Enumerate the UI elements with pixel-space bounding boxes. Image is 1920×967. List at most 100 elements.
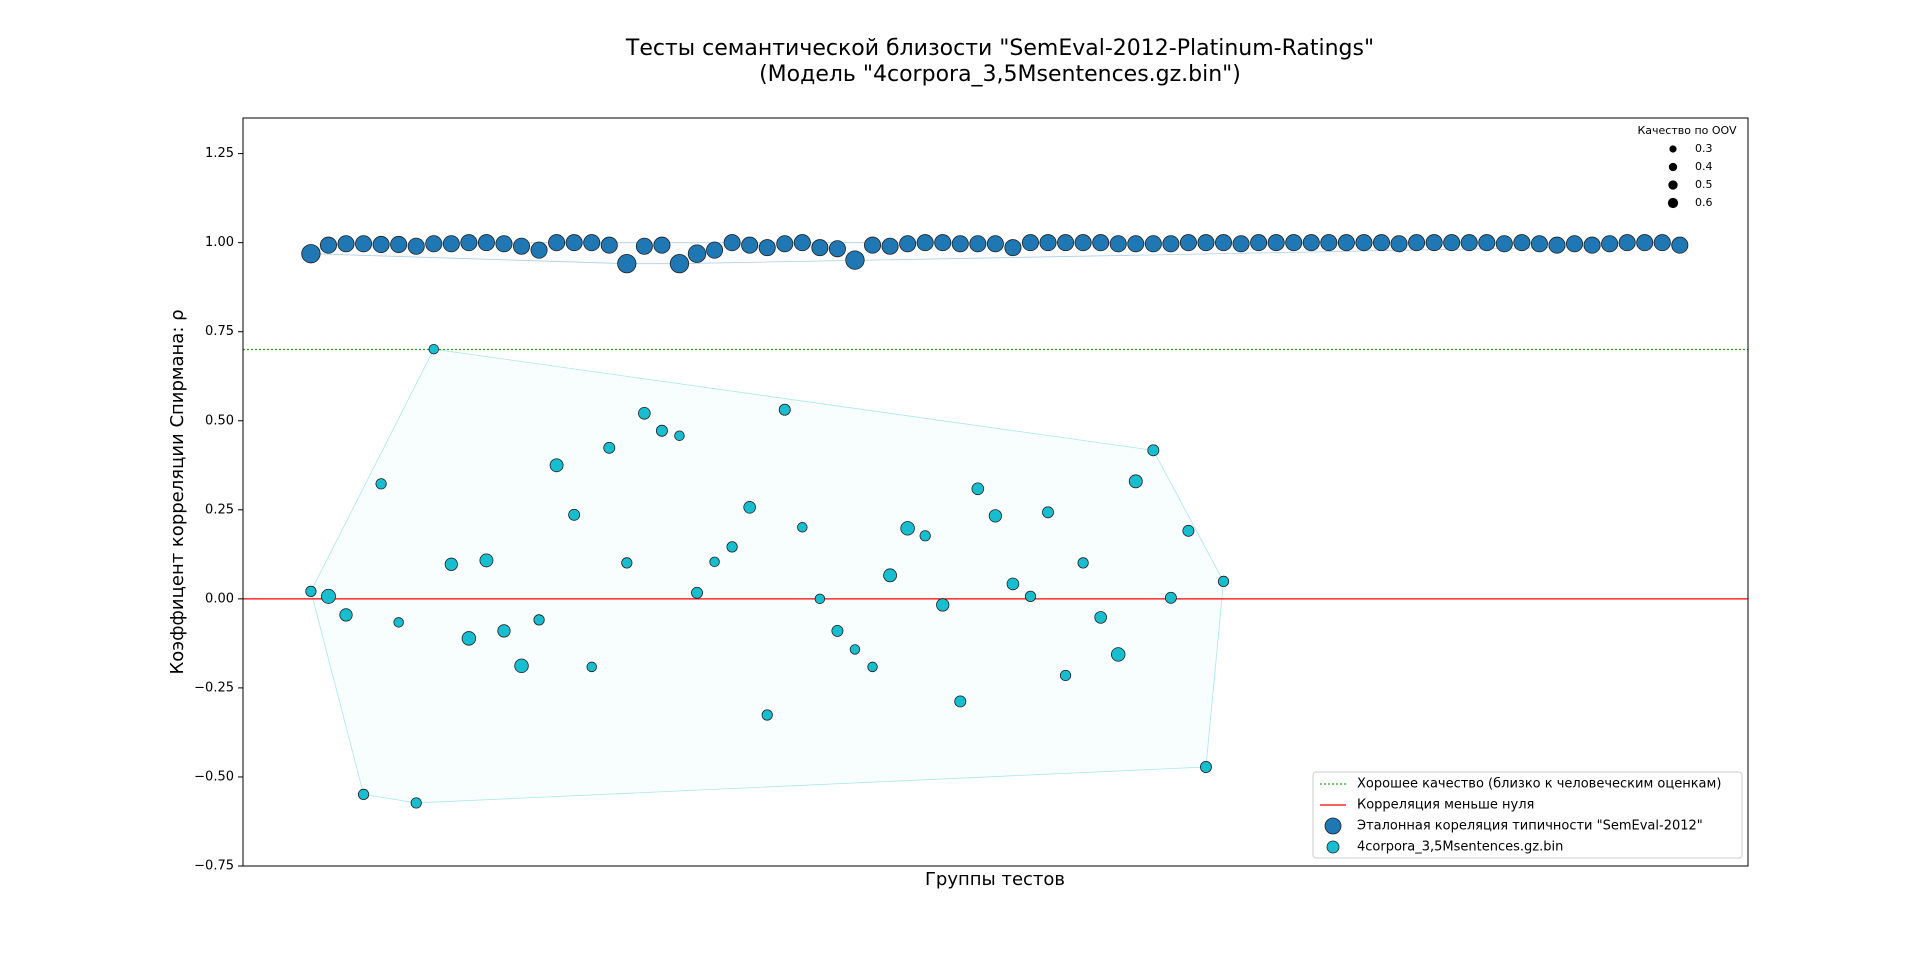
point [1653, 234, 1671, 252]
point [621, 557, 633, 569]
point [778, 403, 791, 416]
point [461, 631, 477, 646]
size-legend-label: 0.4 [1695, 160, 1713, 173]
point [1059, 669, 1072, 682]
point [603, 441, 616, 454]
point [706, 241, 724, 259]
point [776, 235, 794, 253]
point [726, 541, 738, 553]
point [867, 661, 878, 673]
point [565, 234, 583, 252]
point [393, 617, 404, 628]
point [1127, 235, 1145, 253]
point [583, 234, 601, 252]
point [1179, 234, 1197, 252]
point [1215, 234, 1233, 252]
legend-box [1312, 771, 1743, 859]
legend-label: Эталонная кореляция типичности "SemEval-… [1357, 819, 1703, 834]
point [741, 236, 759, 254]
point [1355, 234, 1373, 252]
point [954, 695, 967, 708]
point [758, 239, 776, 257]
point [319, 236, 337, 254]
point [936, 598, 950, 612]
point [460, 234, 478, 252]
point [337, 235, 355, 253]
y-axis-label: Коэффицент корреляции Спирмана: ρ [167, 309, 188, 674]
point [372, 235, 390, 253]
point [900, 521, 915, 536]
point [1164, 591, 1177, 604]
point [549, 458, 564, 473]
point [831, 624, 844, 637]
legend-label: Корреляция меньше нуля [1357, 798, 1534, 813]
point [919, 530, 931, 542]
point [1004, 239, 1022, 257]
legend-label: 4corpora_3,5Msentences.gz.bin [1357, 840, 1563, 855]
point [1425, 234, 1443, 252]
point [1147, 444, 1160, 457]
point [986, 235, 1004, 253]
point [301, 244, 321, 264]
size-legend-marker [1668, 162, 1678, 172]
point [533, 614, 545, 626]
point [320, 588, 336, 604]
point [845, 250, 865, 270]
point [793, 234, 811, 252]
point [442, 235, 460, 253]
point [1250, 234, 1268, 252]
point [864, 236, 882, 254]
point [1548, 236, 1566, 254]
point [617, 254, 637, 274]
legend-label: Хорошее качество (близко к человеческим … [1357, 777, 1721, 792]
size-legend-label: 0.6 [1695, 196, 1713, 209]
y-tick-label: 0.50 [205, 413, 234, 428]
point [530, 241, 548, 259]
point [1111, 647, 1126, 662]
legend-marker [1326, 840, 1340, 854]
point [410, 797, 422, 809]
point [1601, 235, 1619, 253]
point [497, 624, 511, 638]
point [586, 661, 597, 673]
point [1390, 235, 1408, 253]
point [339, 608, 353, 622]
point [568, 508, 581, 521]
point [600, 236, 618, 254]
chart-title: Тесты семантической близости "SemEval-20… [625, 36, 1374, 61]
point [883, 568, 897, 583]
point [761, 709, 773, 721]
point [811, 239, 829, 257]
size-legend-marker [1669, 145, 1677, 153]
hull [310, 348, 1224, 804]
y-tick-label: −0.50 [194, 769, 234, 784]
point [1408, 234, 1426, 252]
point [709, 556, 720, 568]
point [723, 234, 741, 252]
point [687, 244, 707, 263]
point [375, 478, 387, 490]
point [1042, 506, 1054, 519]
point [1372, 234, 1390, 252]
y-tick-label: 0.00 [205, 591, 234, 606]
point [1302, 234, 1320, 252]
point [653, 236, 671, 254]
point [390, 235, 408, 253]
point [638, 406, 651, 420]
point [1513, 234, 1531, 252]
point [881, 237, 899, 255]
point [1618, 234, 1636, 252]
point [1109, 235, 1127, 253]
point [743, 501, 756, 514]
point [1217, 575, 1230, 588]
point [1057, 234, 1075, 252]
x-axis-label: Группы тестов [925, 869, 1065, 890]
point [1021, 234, 1039, 252]
y-tick-label: 1.25 [205, 146, 234, 161]
y-tick-label: −0.25 [194, 680, 234, 695]
point [916, 234, 934, 252]
point [1530, 235, 1548, 253]
point [1320, 234, 1338, 252]
point [1039, 234, 1057, 252]
point [849, 644, 861, 655]
